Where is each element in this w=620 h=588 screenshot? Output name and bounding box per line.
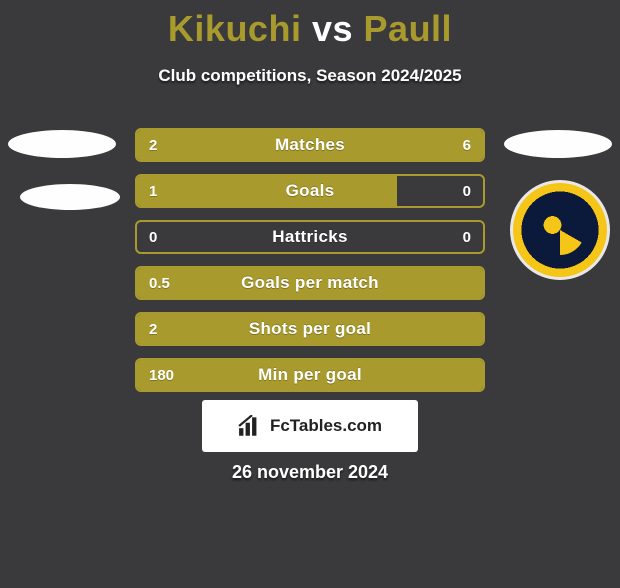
player1-club-placeholder bbox=[20, 184, 120, 210]
chart-bars-icon bbox=[238, 415, 264, 437]
subtitle: Club competitions, Season 2024/2025 bbox=[0, 66, 620, 86]
player1-avatar-placeholder bbox=[8, 130, 116, 158]
stat-label: Goals bbox=[137, 176, 483, 206]
date-text: 26 november 2024 bbox=[0, 462, 620, 483]
stat-row: 0.5Goals per match bbox=[135, 266, 485, 300]
stat-row: 10Goals bbox=[135, 174, 485, 208]
stat-row: 00Hattricks bbox=[135, 220, 485, 254]
stat-label: Hattricks bbox=[137, 222, 483, 252]
stats-container: 26Matches 10Goals 00Hattricks 0.5Goals per … bbox=[135, 128, 485, 404]
stat-label: Goals per match bbox=[137, 268, 483, 298]
stat-row: 180Min per goal bbox=[135, 358, 485, 392]
stat-label: Min per goal bbox=[137, 360, 483, 390]
player2-club-badge bbox=[510, 180, 610, 280]
vs-text: vs bbox=[312, 8, 353, 49]
player2-name: Paull bbox=[364, 8, 453, 49]
site-name: FcTables.com bbox=[270, 416, 382, 436]
stat-row: 26Matches bbox=[135, 128, 485, 162]
stat-label: Matches bbox=[137, 130, 483, 160]
player2-avatar-placeholder bbox=[504, 130, 612, 158]
site-badge: FcTables.com bbox=[202, 400, 418, 452]
player1-name: Kikuchi bbox=[168, 8, 302, 49]
stat-row: 2Shots per goal bbox=[135, 312, 485, 346]
stat-label: Shots per goal bbox=[137, 314, 483, 344]
page-title: Kikuchi vs Paull bbox=[0, 8, 620, 50]
